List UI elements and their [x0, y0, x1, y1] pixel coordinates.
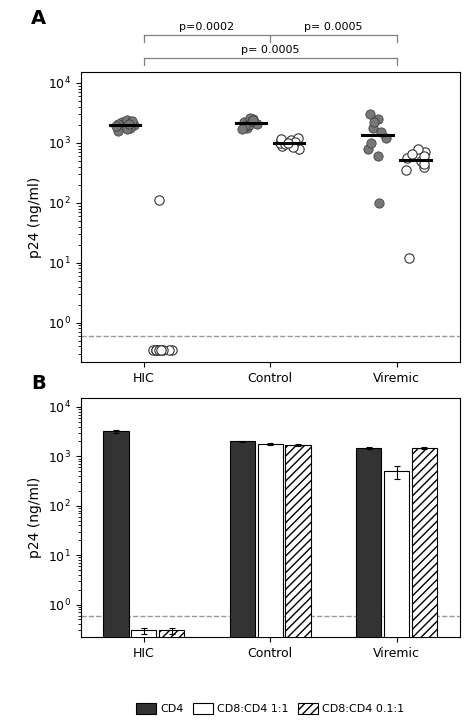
Y-axis label: p24 (ng/ml): p24 (ng/ml)	[28, 477, 42, 558]
Point	[125, 119, 133, 130]
Point	[420, 158, 428, 169]
Point	[250, 113, 257, 125]
Text: p=0.0002: p=0.0002	[180, 22, 235, 32]
Point	[374, 151, 382, 162]
Legend: CD4, CD8:CD4 1:1, CD8:CD4 0.1:1: CD4, CD8:CD4 1:1, CD8:CD4 0.1:1	[132, 698, 409, 718]
Point	[168, 344, 176, 355]
Point	[406, 252, 413, 264]
Point	[249, 114, 257, 126]
Point	[153, 344, 160, 355]
Point	[126, 122, 133, 133]
Point	[292, 136, 299, 148]
Point	[155, 344, 163, 355]
Point	[112, 120, 119, 132]
Bar	[257, 444, 283, 724]
Y-axis label: p24 (ng/ml): p24 (ng/ml)	[28, 177, 42, 258]
Point	[240, 117, 248, 128]
Point	[365, 143, 372, 154]
Bar	[131, 631, 156, 724]
Bar	[230, 442, 255, 724]
Point	[289, 141, 297, 153]
Text: B: B	[31, 374, 46, 393]
Point	[130, 119, 138, 130]
Bar	[285, 445, 310, 724]
Point	[402, 164, 410, 176]
Point	[377, 127, 385, 138]
Point	[157, 344, 165, 355]
Point	[118, 117, 126, 128]
Point	[375, 197, 383, 209]
Point	[417, 155, 425, 167]
Point	[246, 112, 254, 124]
Point	[253, 118, 261, 130]
Point	[366, 109, 374, 120]
Point	[238, 123, 246, 135]
Point	[114, 125, 122, 136]
Point	[370, 117, 378, 128]
Point	[166, 344, 173, 355]
Point	[248, 115, 255, 127]
Point	[277, 133, 285, 145]
Point	[367, 137, 375, 148]
Point	[114, 118, 122, 130]
Point	[420, 161, 428, 172]
Point	[155, 195, 162, 206]
Bar	[412, 447, 437, 724]
Point	[420, 151, 428, 162]
Point	[159, 344, 167, 355]
Text: p= 0.0005: p= 0.0005	[241, 45, 300, 55]
Point	[123, 123, 131, 135]
Point	[382, 132, 390, 144]
Point	[421, 146, 429, 158]
Point	[403, 153, 411, 164]
Point	[294, 132, 302, 144]
Point	[374, 113, 381, 125]
Point	[408, 148, 416, 160]
Point	[369, 122, 376, 133]
Point	[153, 344, 160, 355]
Point	[149, 344, 157, 355]
Point	[288, 135, 295, 146]
Point	[295, 143, 302, 154]
Point	[276, 137, 284, 148]
Point	[414, 143, 421, 154]
Point	[279, 140, 286, 151]
Text: p= 0.0005: p= 0.0005	[304, 22, 363, 32]
Bar	[159, 631, 184, 724]
Point	[241, 120, 249, 132]
Point	[245, 119, 252, 130]
Point	[123, 114, 131, 126]
Point	[243, 122, 251, 133]
Point	[284, 137, 292, 148]
Point	[282, 138, 289, 150]
Bar	[356, 447, 382, 724]
Text: A: A	[31, 9, 46, 28]
Point	[153, 344, 161, 355]
Bar	[103, 432, 128, 724]
Point	[128, 115, 136, 127]
Bar	[384, 471, 409, 724]
